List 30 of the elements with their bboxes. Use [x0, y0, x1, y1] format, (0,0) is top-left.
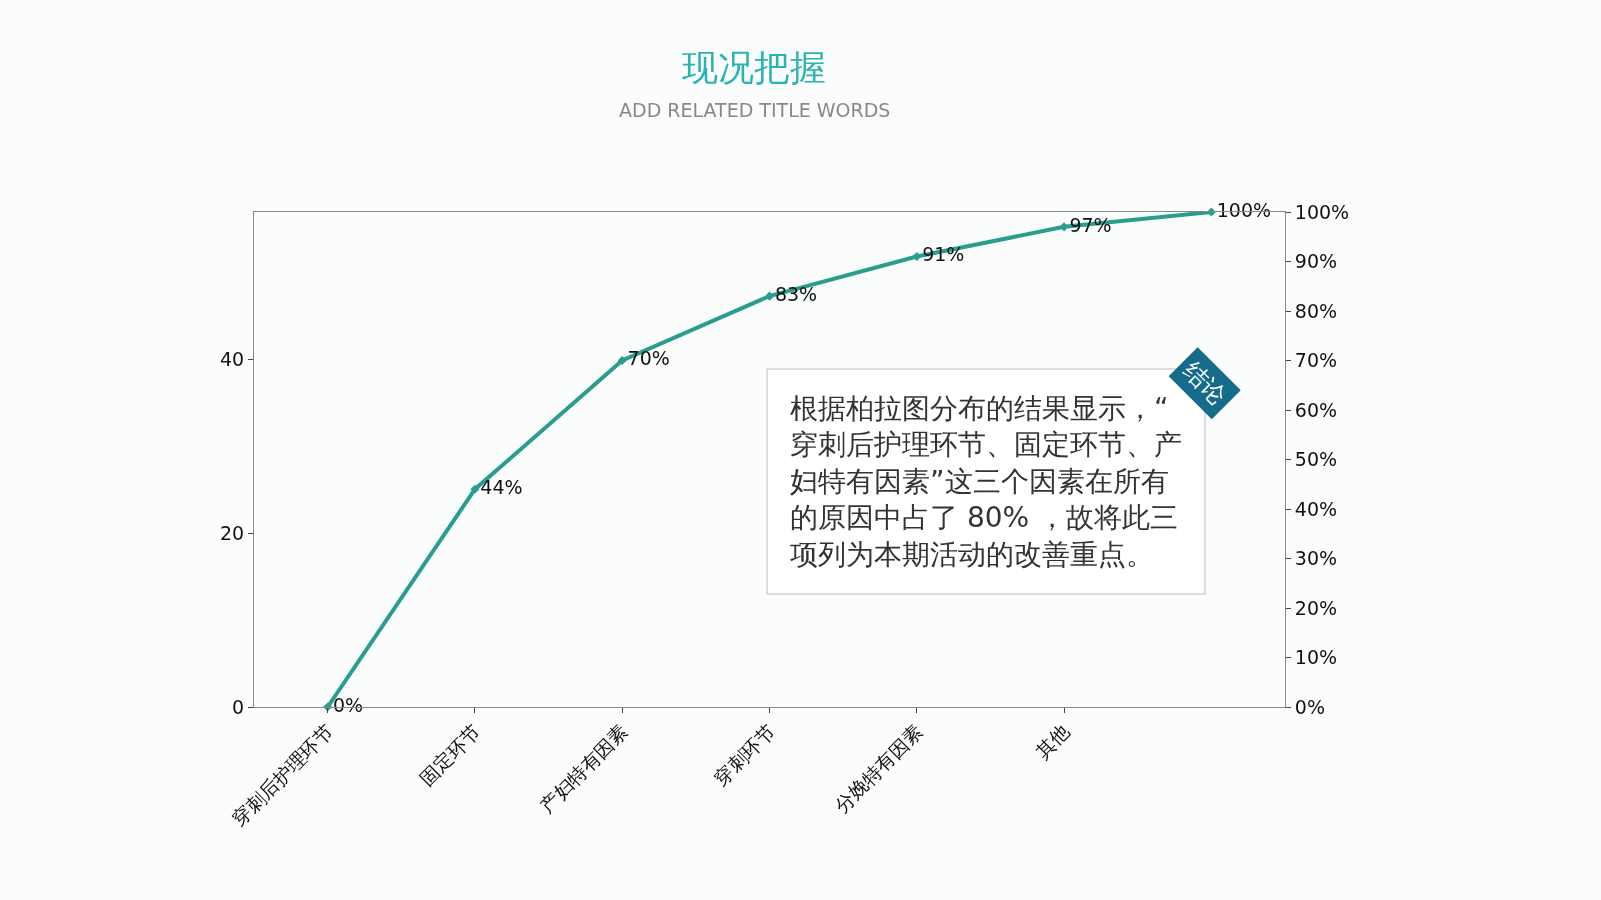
y2-tick-label: 100% [1294, 200, 1350, 223]
point [470, 484, 480, 494]
data-label: 70% [627, 347, 670, 370]
y2-tick-label: 80% [1294, 299, 1338, 322]
x-tick-label: 固定环节 [415, 720, 485, 790]
data-label: 44% [480, 475, 523, 498]
y2-tick-label: 10% [1294, 646, 1338, 669]
data-label: 83% [774, 282, 818, 305]
x-tick-label: 分娩特有因素 [830, 720, 927, 817]
y2-tick-label: 40% [1294, 497, 1338, 520]
y2-tick-label: 60% [1294, 398, 1338, 421]
point [1059, 222, 1069, 232]
x-tick-label: 穿刺后护理环节 [227, 720, 338, 830]
y-tick-label: 0 [232, 695, 245, 718]
y-tick-label: 20 [220, 521, 245, 544]
point [617, 355, 627, 366]
y-tick-label: 40 [220, 348, 245, 371]
point [912, 252, 922, 262]
x-tick-label: 产妇特有因素 [535, 720, 632, 817]
y2-tick-label: 70% [1294, 349, 1338, 372]
chart-title: 现况把握 [682, 47, 826, 88]
chart-subtitle: ADD RELATED TITLE WORDS [619, 99, 891, 121]
y2-tick-label: 30% [1294, 547, 1338, 570]
x-tick-label: 穿刺环节 [709, 720, 780, 790]
y2-tick-label: 90% [1294, 250, 1338, 273]
point [764, 291, 775, 301]
y2-tick-label: 0% [1294, 695, 1325, 718]
y2-tick-label: 50% [1294, 448, 1338, 471]
y2-tick-label: 20% [1294, 596, 1338, 619]
x-tick-label: 其他 [1031, 720, 1074, 763]
